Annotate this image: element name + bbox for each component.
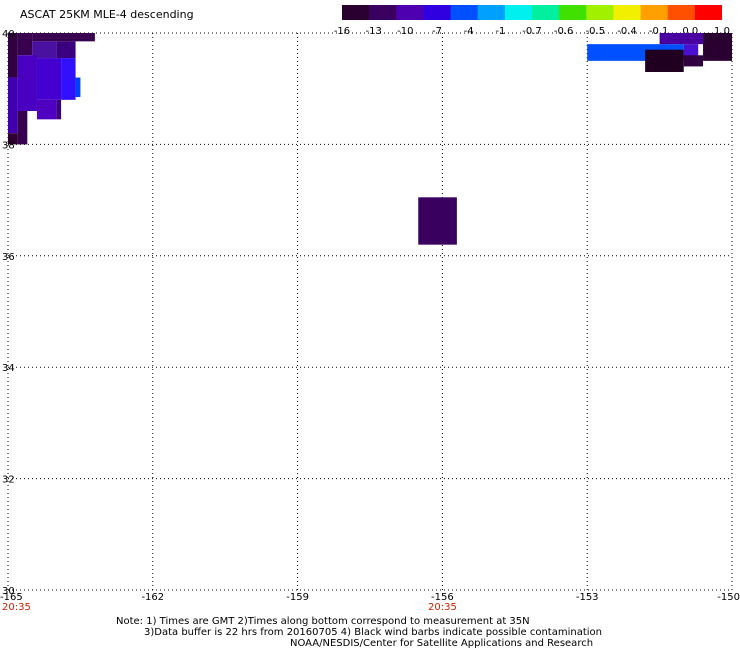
colorbar-tick-label: -10 [397,26,414,37]
data-cell [17,55,37,111]
note-line-1: Note: 1) Times are GMT 2)Times along bot… [116,616,530,627]
colorbar-swatch [559,5,587,20]
data-cell [703,33,732,61]
colorbar-tick-label: -1 [495,26,506,37]
colorbar-swatch [504,5,533,20]
data-cell [8,77,18,134]
lat-tick-label: 34 [2,363,15,374]
colorbar-tick-label: -7 [432,26,442,37]
colorbar-swatch [423,5,452,20]
colorbar-tick-label: -4 [463,26,474,37]
map-title: ASCAT 25KM MLE-4 descending [20,8,194,21]
data-cell [17,110,28,145]
data-cell [61,58,76,100]
data-cell [645,49,684,72]
colorbar-swatch [532,5,560,20]
data-cell [683,55,704,67]
time-label: 20:35 [428,602,457,613]
data-cell [75,77,81,98]
colorbar-labels: -16 -13 -10 -7 -4 -1 -0.7 -0.6 -0.5 -0.4 -0.1 0.0 1.… [320,26,740,40]
colorbar-swatch [342,5,370,20]
note-line-2: 3)Data buffer is 22 hrs from 20160705 4)… [144,627,602,638]
data-cell [17,33,33,56]
colorbar-tick-label: 0.0 [682,26,699,37]
lon-tick-label: -159 [286,592,309,603]
colorbar [342,5,722,20]
data-cell [32,33,95,42]
colorbar-tick-label: -16 [333,26,351,37]
colorbar-tick-label: 1.0 [714,26,730,37]
colorbar-swatch [450,5,479,20]
colorbar-swatch [640,5,669,20]
lat-tick-label: 40 [2,29,15,40]
lon-tick-label: -156 [431,592,454,603]
data-cell [32,41,57,59]
data-cell [36,99,57,120]
data-cell [418,197,457,245]
lat-tick-label: 38 [2,140,15,151]
lat-tick-label: 36 [2,252,15,263]
data-cell [56,41,76,59]
lon-tick-label: -150 [717,592,740,603]
colorbar-swatch [613,5,642,20]
colorbar-swatch [586,5,614,20]
lat-tick-label: 32 [2,475,15,486]
colorbar-swatch [667,5,696,20]
colorbar-tick-label: -0.1 [648,26,669,37]
data-cell [659,33,704,45]
note-line-3: NOAA/NESDIS/Center for Satellite Applica… [290,638,594,649]
colorbar-tick-label: -0.7 [522,26,542,37]
colorbar-tick-label: -13 [365,26,382,37]
colorbar-tick-label: -0.6 [553,26,574,37]
time-label: 20:35 [2,602,31,613]
lon-tick-label: -165 [0,592,23,603]
data-cell [56,99,62,120]
data-cell [36,58,62,100]
colorbar-tick-label: -0.5 [585,26,606,37]
colorbar-tick-label: -0.4 [617,26,637,37]
lon-tick-label: -153 [576,592,599,603]
data-cell [8,133,18,145]
colorbar-swatch [369,5,397,20]
lon-tick-label: -162 [141,592,164,603]
colorbar-swatch [694,5,722,20]
colorbar-swatch [396,5,424,20]
data-cell [8,33,18,78]
lat-tick-label: 30 [2,586,15,597]
colorbar-swatch [477,5,506,20]
